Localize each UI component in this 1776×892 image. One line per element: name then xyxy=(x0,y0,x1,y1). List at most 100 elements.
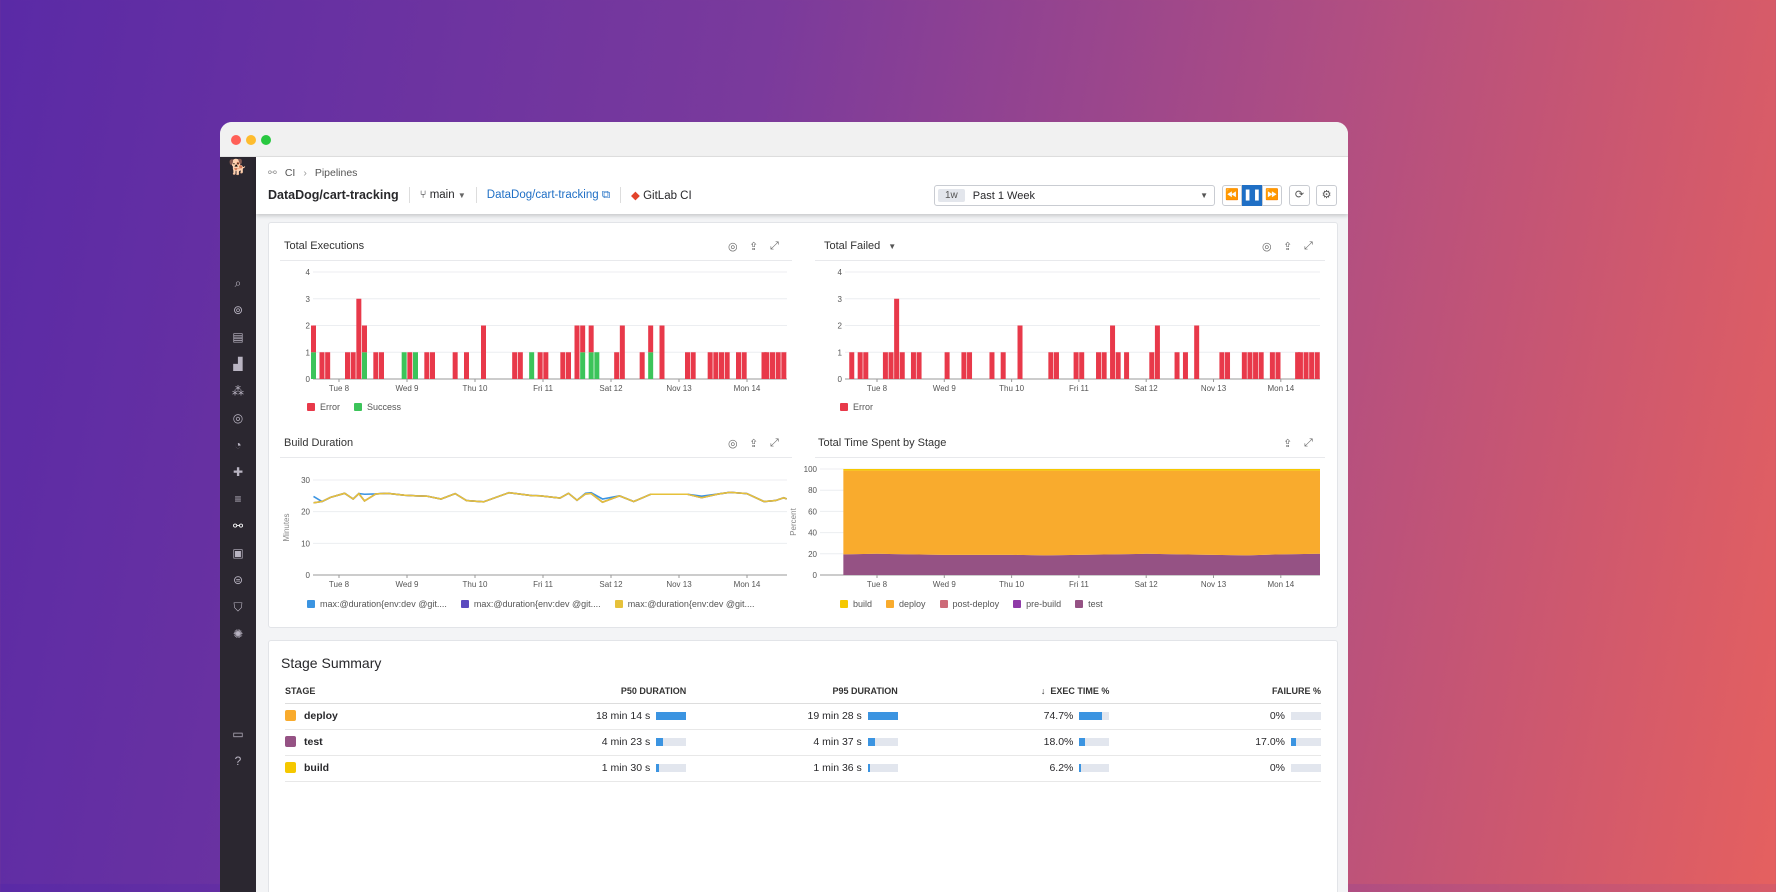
expand-icon[interactable]: ⤢ xyxy=(1304,240,1313,252)
legend-label: max:@duration{env:dev @git.... xyxy=(320,599,447,609)
gauge-icon[interactable]: ◔ xyxy=(234,438,242,452)
ci-icon[interactable]: ⚯ xyxy=(232,519,244,533)
column-header-label: EXEC TIME % xyxy=(1050,685,1110,696)
legend-label: deploy xyxy=(899,599,926,609)
legend-item[interactable]: max:@duration{env:dev @git.... xyxy=(307,599,447,609)
divider xyxy=(408,187,410,203)
chat-icon[interactable]: ▭ xyxy=(232,727,244,741)
chart-title-label: Total Time Spent by Stage xyxy=(818,437,947,449)
branch-selector[interactable]: ⑂ main ▼ xyxy=(420,189,466,201)
exec-bar xyxy=(1079,712,1110,720)
datadog-logo-icon[interactable]: 🐕 xyxy=(228,159,248,176)
legend-swatch xyxy=(307,403,315,411)
ci-icon: ⚯ xyxy=(268,167,277,179)
integrations-icon[interactable]: ✺ xyxy=(232,627,244,641)
services-icon[interactable]: ⁂ xyxy=(232,384,244,398)
legend-label: post-deploy xyxy=(952,599,1000,609)
chevron-right-icon: › xyxy=(303,167,307,179)
legend-item[interactable]: Error xyxy=(307,402,340,412)
fast-forward-button[interactable]: ⏩ xyxy=(1262,185,1282,206)
column-header-stage[interactable]: STAGE xyxy=(285,679,475,704)
legend-item[interactable]: Success xyxy=(354,402,401,412)
fail-cell: 17.0% xyxy=(1109,729,1321,756)
duration-chart-title: Build Duration xyxy=(284,437,353,449)
column-header-failure[interactable]: FAILURE % xyxy=(1109,679,1321,704)
p50-cell: 1 min 30 s xyxy=(474,755,687,782)
help-icon[interactable]: ? xyxy=(234,754,242,768)
failed-legend: Error xyxy=(840,402,873,412)
legend-item[interactable]: max:@duration{env:dev @git.... xyxy=(460,599,601,609)
export-icon[interactable]: ⇪ xyxy=(1283,241,1293,253)
shield-icon[interactable]: ⛉ xyxy=(233,600,243,614)
stage-summary-card: Stage Summary STAGE P50 DURATION P95 DUR… xyxy=(268,640,1338,892)
provider: ◆ GitLab CI xyxy=(631,188,692,202)
exec-cell: 18.0% xyxy=(897,729,1110,756)
refresh-button[interactable]: ⟳ xyxy=(1289,185,1310,206)
logs-icon[interactable]: ≡ xyxy=(234,492,242,506)
p50-cell: 18 min 14 s xyxy=(474,703,687,730)
search-icon[interactable]: ⌕ xyxy=(234,276,242,290)
metrics-icon[interactable]: ◎ xyxy=(728,241,738,253)
exec-value: 74.7% xyxy=(1043,710,1074,722)
minimize-window-button[interactable] xyxy=(246,135,256,145)
column-header-exec-time[interactable]: ↓ EXEC TIME % xyxy=(897,679,1110,704)
chart-title-label: Build Duration xyxy=(284,437,354,449)
security-scan-icon[interactable]: ⊜ xyxy=(232,573,244,587)
expand-icon[interactable]: ⤢ xyxy=(770,240,779,252)
exec-bar xyxy=(1079,764,1110,772)
fail-bar xyxy=(1291,738,1321,746)
metrics-icon[interactable]: ◎ xyxy=(728,438,738,450)
pause-button[interactable]: ❚❚ xyxy=(1242,185,1262,206)
time-range-selector[interactable]: 1w Past 1 Week ▼ xyxy=(934,185,1215,206)
legend-swatch xyxy=(614,600,623,608)
legend-label: build xyxy=(853,599,873,609)
table-row[interactable]: deploy 18 min 14 s 19 min 28 s 74.7% 0% xyxy=(285,703,1321,730)
sidebar: 🐕 ⌕ ⊚ ▤ ▟ ⁂ ◎ ◔ ✚ ≡ ⚯ ▣ ⊜ ⛉ ✺ ▭? xyxy=(220,157,256,892)
breadcrumb-pipelines[interactable]: Pipelines xyxy=(314,167,358,179)
apm-icon[interactable]: ◎ xyxy=(232,411,244,425)
stage-color-swatch xyxy=(285,762,296,773)
exec-cell: 74.7% xyxy=(897,703,1110,730)
column-header-p95[interactable]: P95 DURATION xyxy=(686,679,898,704)
legend-label: Error xyxy=(320,402,340,412)
puzzle-icon[interactable]: ✚ xyxy=(232,465,244,479)
close-window-button[interactable] xyxy=(231,135,241,145)
repo-link[interactable]: DataDog/cart-tracking ⧉ xyxy=(487,189,610,202)
legend-item[interactable]: post-deploy xyxy=(939,599,1000,609)
dashboard-icon[interactable]: ▤ xyxy=(232,330,244,344)
p50-value: 18 min 14 s xyxy=(595,710,651,722)
legend-swatch xyxy=(307,600,315,608)
chart-icon[interactable]: ▟ xyxy=(233,357,243,371)
notebook-icon[interactable]: ▣ xyxy=(232,546,244,560)
export-icon[interactable]: ⇪ xyxy=(749,241,759,253)
table-row[interactable]: build 1 min 30 s 1 min 36 s 6.2% 0% xyxy=(285,755,1321,782)
legend-item[interactable]: pre-build xyxy=(1013,599,1061,609)
export-icon[interactable]: ⇪ xyxy=(1283,438,1293,450)
column-header-p50[interactable]: P50 DURATION xyxy=(474,679,687,704)
expand-icon[interactable]: ⤢ xyxy=(1304,437,1313,449)
p95-value: 4 min 37 s xyxy=(813,736,862,748)
chart-title-label: Total Failed xyxy=(824,240,881,252)
export-icon[interactable]: ⇪ xyxy=(749,438,759,450)
legend-item[interactable]: test xyxy=(1075,599,1103,609)
legend-item[interactable]: deploy xyxy=(886,599,926,609)
fail-bar xyxy=(1291,712,1321,720)
table-row[interactable]: test 4 min 23 s 4 min 37 s 18.0% 17.0% xyxy=(285,729,1321,756)
metrics-icon[interactable]: ◎ xyxy=(1262,241,1272,253)
settings-button[interactable]: ⚙ xyxy=(1316,185,1337,206)
caret-down-icon[interactable]: ▼ xyxy=(888,242,897,251)
expand-icon[interactable]: ⤢ xyxy=(770,437,779,449)
page-title: DataDog/cart-tracking xyxy=(268,188,399,202)
maximize-window-button[interactable] xyxy=(261,135,271,145)
legend-item[interactable]: Error xyxy=(840,402,873,412)
binoculars-icon[interactable]: ⊚ xyxy=(232,303,244,317)
legend-label: Success xyxy=(367,402,402,412)
legend-swatch xyxy=(460,600,469,608)
p95-cell: 4 min 37 s xyxy=(686,729,898,756)
p95-bar xyxy=(867,764,898,772)
rewind-button[interactable]: ⏪ xyxy=(1222,185,1242,206)
legend-item[interactable]: build xyxy=(840,599,872,609)
breadcrumb-ci[interactable]: CI xyxy=(284,167,296,179)
legend-item[interactable]: max:@duration{env:dev @git.... xyxy=(614,599,755,609)
p50-bar xyxy=(656,764,687,772)
